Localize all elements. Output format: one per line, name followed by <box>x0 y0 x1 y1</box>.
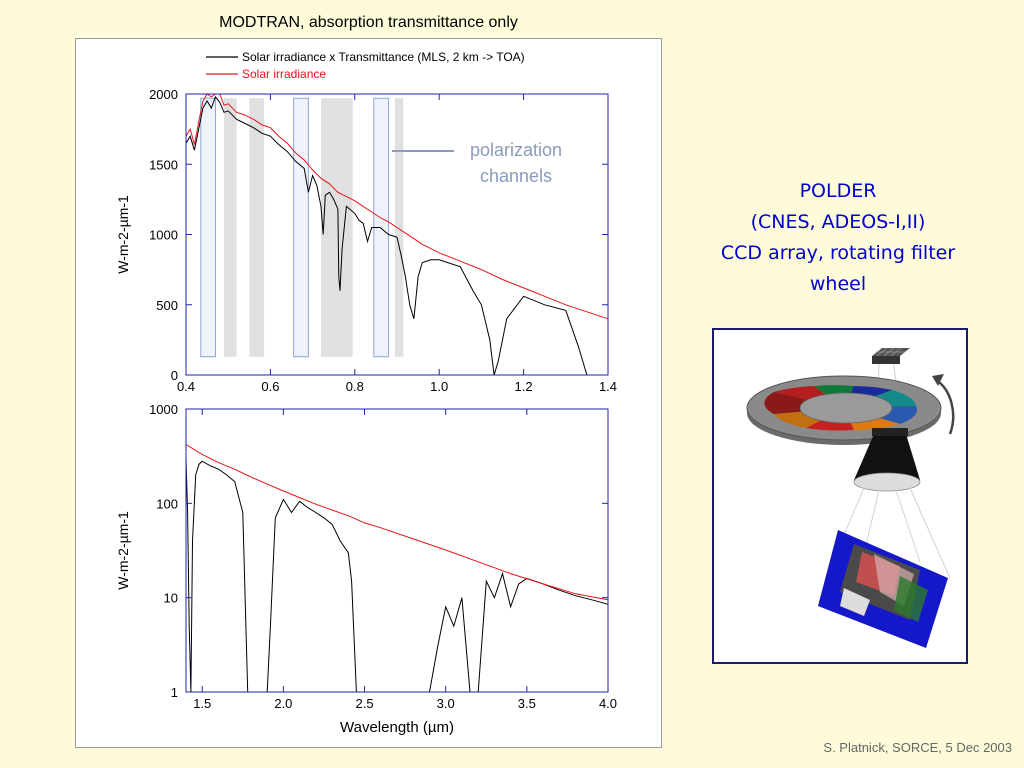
spectral-channel-band <box>249 98 265 357</box>
legend-label: Solar irradiance <box>242 67 326 81</box>
y-axis-label: W-m-2-µm-1 <box>115 195 131 274</box>
x-tick-label: 0.4 <box>177 379 195 394</box>
x-tick-label: 1.0 <box>430 379 448 394</box>
x-tick-label: 1.2 <box>515 379 533 394</box>
y-tick-label: 1 <box>171 685 178 700</box>
legend-label: Solar irradiance x Transmittance (MLS, 2… <box>242 50 525 64</box>
earth-image-icon <box>818 530 948 648</box>
spectrum-figure: 0.4 0.6 0.8 1.0 1.2 1.4 0 500 1000 1500 2000 W-m-2-… <box>75 38 662 748</box>
polder-instrument-illustration <box>746 347 955 648</box>
solar-irradiance-line <box>185 444 609 601</box>
x-tick-label: 0.8 <box>346 379 364 394</box>
polarization-channel-band <box>293 97 309 358</box>
instrument-agency: (CNES, ADEOS-I,II) <box>750 211 926 233</box>
credit-footer: S. Platnick, SORCE, 5 Dec 2003 <box>823 740 1012 755</box>
x-tick-label: 3.5 <box>518 696 536 711</box>
instrument-description: POLDER (CNES, ADEOS-I,II) CCD array, rot… <box>678 176 998 300</box>
y-tick-label: 1000 <box>149 228 178 243</box>
x-tick-label: 1.4 <box>599 379 617 394</box>
spectrum-plots-svg: 0.4 0.6 0.8 1.0 1.2 1.4 0 500 1000 1500 2000 W-m-2-… <box>115 50 617 736</box>
x-tick-label: 0.6 <box>261 379 279 394</box>
polarization-channels-annotation: channels <box>480 166 552 186</box>
transmitted-irradiance-line <box>185 458 609 693</box>
chart-title: MODTRAN, absorption transmittance only <box>219 14 518 31</box>
x-axis-label: Wavelength (µm) <box>340 719 454 736</box>
y-tick-label: 0 <box>171 368 178 383</box>
instrument-detector: CCD array, rotating filter <box>720 242 956 264</box>
x-tick-label: 2.5 <box>355 696 373 711</box>
polarization-channel-band <box>200 97 217 358</box>
ccd-array-icon <box>872 347 910 364</box>
lens-cone-icon <box>853 428 921 492</box>
polarization-channels-annotation: polarization <box>470 140 562 160</box>
spectral-channel-band <box>223 98 237 357</box>
plot-frame <box>185 408 609 693</box>
filter-wheel-icon <box>746 375 942 445</box>
y-tick-label: 1000 <box>149 402 178 417</box>
y-axis-label: W-m-2-µm-1 <box>115 511 131 590</box>
y-tick-label: 10 <box>164 591 178 606</box>
y-tick-label: 500 <box>156 298 178 313</box>
transmitted-irradiance-line <box>185 95 608 376</box>
y-tick-label: 100 <box>156 496 178 511</box>
y-tick-label: 1500 <box>149 157 178 172</box>
x-tick-label: 2.0 <box>274 696 292 711</box>
polder-diagram <box>712 328 968 664</box>
instrument-detector-cont: wheel <box>809 273 867 295</box>
x-tick-label: 1.5 <box>193 696 211 711</box>
x-tick-label: 3.0 <box>437 696 455 711</box>
rotation-arrow-icon <box>932 374 955 435</box>
spectral-channel-band <box>321 98 330 357</box>
spectral-channel-band <box>394 98 404 357</box>
spectral-channel-band <box>346 98 353 357</box>
instrument-name: POLDER <box>799 180 877 202</box>
x-tick-label: 4.0 <box>599 696 617 711</box>
y-tick-label: 2000 <box>149 87 178 102</box>
